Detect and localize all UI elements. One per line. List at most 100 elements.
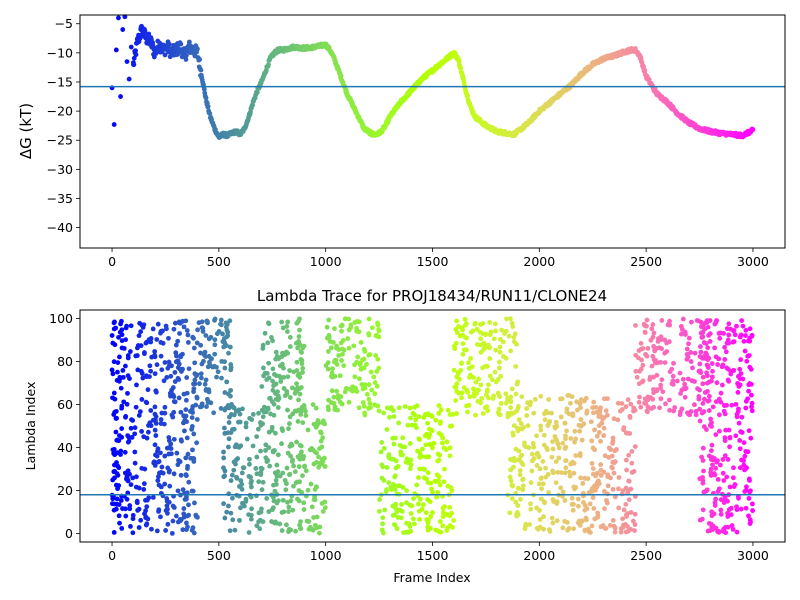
lambda-trace-point (141, 487, 147, 492)
lambda-trace-point (600, 523, 606, 528)
lambda-trace-point (271, 498, 277, 504)
lambda-trace-point (684, 351, 690, 357)
lambda-trace-point (227, 528, 233, 534)
lambda-trace-point (299, 449, 304, 455)
lambda-trace-point (287, 334, 293, 340)
lambda-trace-point (738, 371, 744, 376)
lambda-trace-point (426, 412, 431, 418)
lambda-trace-point (610, 517, 616, 523)
lambda-trace-point (171, 505, 177, 510)
lambda-trace-point (237, 411, 243, 417)
lambda-trace-point (337, 373, 343, 379)
lambda-trace-point (183, 397, 189, 403)
lambda-trace-point (261, 365, 266, 371)
lambda-trace-point (141, 434, 147, 440)
lambda-trace-point (520, 487, 526, 493)
lambda-trace-point (727, 484, 733, 490)
lambda-trace-point (275, 452, 281, 458)
lambda-trace-point (517, 496, 523, 502)
lambda-trace-point (127, 349, 133, 354)
lambda-trace-point (193, 402, 199, 408)
lambda-trace-point (456, 324, 461, 329)
lambda-trace-point (595, 514, 601, 520)
lambda-trace-point (240, 465, 246, 471)
lambda-trace-point (305, 487, 311, 493)
lambda-trace-point (563, 436, 568, 442)
lambda-trace-point (491, 336, 497, 342)
lambda-trace-point (375, 356, 381, 362)
lambda-trace-point (743, 398, 749, 404)
lambda-trace-point (392, 473, 398, 479)
lambda-trace-point (203, 333, 209, 338)
lambda-trace-point (513, 499, 519, 505)
lambda-trace-point (185, 332, 191, 338)
lambda-trace-point (612, 494, 618, 500)
lambda-trace-point (262, 370, 268, 376)
lambda-trace-point (270, 387, 276, 393)
delta-g-point (131, 62, 137, 68)
lambda-trace-point (185, 340, 191, 345)
lambda-trace-point (136, 506, 142, 512)
lambda-trace-y-axis-label: Lambda Index (23, 382, 38, 471)
lambda-trace-point (709, 442, 715, 448)
lambda-trace-point (707, 339, 713, 344)
lambda-trace-point (388, 406, 394, 412)
lambda-trace-point (623, 404, 629, 410)
lambda-trace-point (459, 361, 464, 366)
lambda-trace-point (445, 483, 451, 489)
lambda-trace-point (280, 497, 286, 503)
lambda-trace-point (629, 460, 635, 466)
lambda-trace-point (553, 419, 559, 425)
lambda-trace-point (547, 529, 553, 534)
lambda-trace-point (514, 408, 519, 414)
lambda-trace-point (125, 355, 131, 361)
lambda-trace-point (549, 515, 555, 521)
lambda-trace-point (498, 373, 504, 379)
lambda-trace-point (492, 369, 498, 375)
lambda-trace-point (577, 428, 583, 434)
lambda-trace-point (261, 404, 267, 410)
lambda-trace-point (430, 510, 435, 515)
lambda-trace-point (529, 451, 535, 457)
lambda-trace-point (142, 466, 148, 472)
lambda-trace-point (564, 428, 569, 434)
lambda-trace-point (275, 405, 281, 410)
lambda-trace-point (560, 489, 566, 495)
lambda-trace-point (417, 466, 423, 472)
lambda-trace-point (350, 388, 355, 394)
lambda-trace-point (528, 480, 534, 485)
lambda-trace-point (576, 422, 582, 428)
lambda-trace-point (215, 369, 221, 375)
lambda-trace-point (500, 339, 506, 345)
lambda-trace-point (551, 499, 557, 504)
lambda-trace-point (645, 346, 651, 351)
lambda-trace-point (514, 381, 520, 387)
lambda-trace-point (434, 528, 440, 533)
lambda-trace-point (697, 361, 703, 367)
delta-g-point (198, 67, 204, 73)
lambda-trace-point (259, 487, 265, 493)
lambda-trace-point (556, 455, 562, 461)
lambda-trace-point (545, 447, 550, 453)
lambda-trace-point (674, 378, 680, 384)
lambda-trace-y-tick-label: 0 (65, 526, 73, 541)
lambda-trace-point (633, 368, 639, 374)
lambda-trace-point (218, 317, 224, 323)
lambda-trace-point (300, 473, 305, 479)
lambda-trace-point (537, 508, 542, 513)
lambda-trace-point (723, 524, 728, 530)
lambda-trace-point (229, 472, 235, 478)
lambda-trace-point (262, 330, 268, 336)
lambda-trace-point (429, 445, 435, 451)
lambda-trace-point (224, 343, 229, 348)
lambda-trace-point (714, 380, 720, 386)
lambda-trace-point (279, 319, 285, 325)
lambda-trace-point (483, 392, 489, 398)
lambda-trace-point (284, 522, 289, 528)
lambda-trace-point (322, 421, 328, 427)
lambda-trace-point (143, 522, 149, 528)
lambda-trace-point (118, 498, 124, 503)
lambda-trace-point (702, 356, 708, 361)
lambda-trace-point (226, 405, 232, 411)
lambda-trace-point (570, 413, 576, 419)
